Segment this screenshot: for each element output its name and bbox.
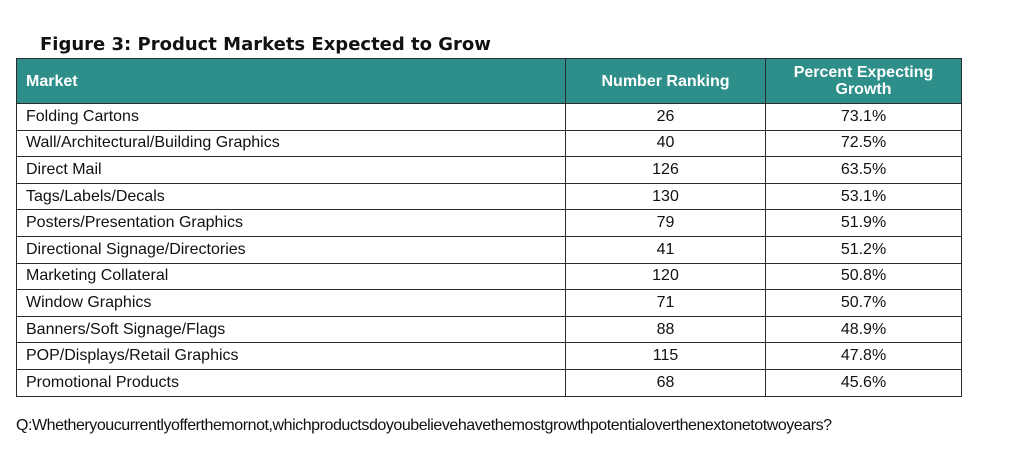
column-header-percent-expecting-growth: Percent Expecting Growth: [765, 58, 962, 104]
number-ranking-cell: 41: [565, 235, 766, 264]
number-ranking-cell: 120: [565, 262, 766, 291]
table-row: POP/Displays/Retail Graphics 115 47.8%: [16, 342, 962, 370]
survey-question-footnote: Q:Whetheryoucurrentlyofferthemornot,whic…: [16, 417, 832, 434]
number-ranking-cell: 115: [565, 342, 766, 370]
table-row: Window Graphics 71 50.7%: [16, 289, 962, 317]
percent-growth-cell: 51.9%: [765, 209, 962, 237]
number-ranking-cell: 130: [565, 182, 766, 211]
table-row: Promotional Products 68 45.6%: [16, 368, 962, 397]
number-ranking-cell: 71: [565, 289, 766, 317]
column-header-number-ranking: Number Ranking: [565, 58, 766, 104]
figure-title: Figure 3: Product Markets Expected to Gr…: [40, 34, 491, 55]
number-ranking-cell: 79: [565, 209, 766, 237]
percent-growth-cell: 48.9%: [765, 315, 962, 344]
percent-growth-cell: 72.5%: [765, 129, 962, 158]
number-ranking-cell: 88: [565, 315, 766, 344]
table-row: Folding Cartons 26 73.1%: [16, 103, 962, 131]
percent-growth-cell: 51.2%: [765, 235, 962, 264]
market-cell: Banners/Soft Signage/Flags: [16, 315, 566, 344]
table-row: Direct Mail 126 63.5%: [16, 156, 962, 184]
percent-growth-cell: 47.8%: [765, 342, 962, 370]
percent-growth-cell: 63.5%: [765, 156, 962, 184]
table-row: Marketing Collateral 120 50.8%: [16, 262, 962, 291]
table-row: Posters/Presentation Graphics 79 51.9%: [16, 209, 962, 237]
number-ranking-cell: 40: [565, 129, 766, 158]
number-ranking-cell: 68: [565, 368, 766, 397]
market-cell: Wall/Architectural/Building Graphics: [16, 129, 566, 158]
number-ranking-cell: 126: [565, 156, 766, 184]
table-row: Directional Signage/Directories 41 51.2%: [16, 235, 962, 264]
table-row: Tags/Labels/Decals 130 53.1%: [16, 182, 962, 211]
percent-growth-cell: 50.7%: [765, 289, 962, 317]
market-cell: POP/Displays/Retail Graphics: [16, 342, 566, 370]
table-body: Folding Cartons 26 73.1% Wall/Architectural…: [16, 103, 962, 397]
column-header-market: Market: [16, 58, 566, 104]
market-cell: Window Graphics: [16, 289, 566, 317]
percent-growth-cell: 45.6%: [765, 368, 962, 397]
market-cell: Posters/Presentation Graphics: [16, 209, 566, 237]
table-header-row: Market Number Ranking Percent Expecting …: [16, 58, 962, 104]
market-cell: Promotional Products: [16, 368, 566, 397]
market-cell: Direct Mail: [16, 156, 566, 184]
market-cell: Tags/Labels/Decals: [16, 182, 566, 211]
market-growth-table: Market Number Ranking Percent Expecting …: [16, 58, 962, 397]
market-cell: Directional Signage/Directories: [16, 235, 566, 264]
percent-growth-cell: 50.8%: [765, 262, 962, 291]
table-row: Wall/Architectural/Building Graphics 40 72…: [16, 129, 962, 158]
percent-growth-cell: 73.1%: [765, 103, 962, 131]
number-ranking-cell: 26: [565, 103, 766, 131]
percent-growth-cell: 53.1%: [765, 182, 962, 211]
market-cell: Folding Cartons: [16, 103, 566, 131]
market-cell: Marketing Collateral: [16, 262, 566, 291]
table-row: Banners/Soft Signage/Flags 88 48.9%: [16, 315, 962, 344]
